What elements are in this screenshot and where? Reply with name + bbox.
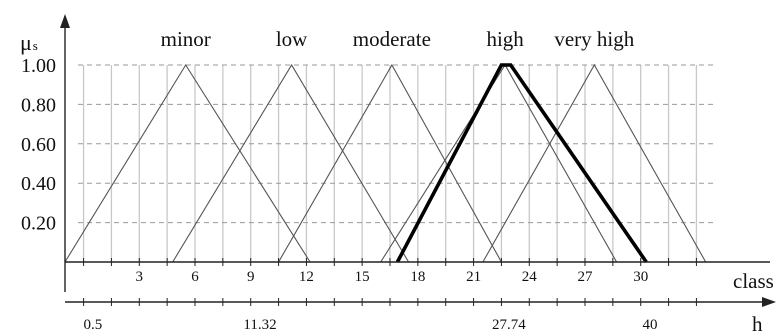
x-tick-label-2: 9 bbox=[247, 269, 255, 285]
series-label-3: high bbox=[486, 27, 524, 51]
secondary-tick-label-0: 0.5 bbox=[83, 317, 102, 333]
x-tick-label-7: 24 bbox=[522, 269, 538, 285]
secondary-axis-arrow bbox=[762, 297, 776, 307]
series-label-0: minor bbox=[161, 27, 211, 51]
x-tick-label-5: 18 bbox=[410, 269, 425, 285]
series-label-1: low bbox=[276, 27, 308, 51]
grid bbox=[78, 64, 715, 262]
x-tick-label-6: 21 bbox=[466, 269, 481, 285]
axes bbox=[60, 14, 776, 307]
membership-series bbox=[64, 63, 707, 264]
secondary-tick-label-1: 11.32 bbox=[243, 317, 276, 333]
x-axis-label: class bbox=[733, 269, 774, 293]
series-line-4 bbox=[482, 63, 707, 263]
y-tick-label-2: 0.60 bbox=[21, 134, 56, 156]
secondary-tick-label-3: 40 bbox=[643, 317, 658, 333]
series-line-2 bbox=[278, 63, 502, 263]
secondary-axis-label: h bbox=[752, 312, 763, 334]
labels: 1.00 0.80 0.60 0.40 0.20 3 6 9 12 15 18 21 24 27 30 0.5… bbox=[21, 27, 658, 333]
series-label-4: very high bbox=[554, 27, 634, 51]
y-tick-label-4: 0.20 bbox=[21, 213, 56, 235]
series-label-2: moderate bbox=[353, 27, 431, 51]
x-tick-label-4: 15 bbox=[355, 269, 370, 285]
x-tick-label-1: 6 bbox=[191, 269, 199, 285]
y-tick-label-1: 0.80 bbox=[21, 94, 56, 116]
x-tick-label-8: 27 bbox=[578, 269, 594, 285]
series-line-1 bbox=[172, 63, 410, 263]
series-line-3 bbox=[380, 63, 618, 263]
secondary-tick-label-2: 27.74 bbox=[492, 317, 526, 333]
x-tick-label-9: 30 bbox=[633, 269, 648, 285]
y-axis-arrow bbox=[60, 14, 70, 28]
y-tick-label-0: 1.00 bbox=[21, 55, 56, 77]
x-tick-label-3: 12 bbox=[299, 269, 314, 285]
y-tick-label-3: 0.40 bbox=[21, 173, 56, 195]
highlight-line bbox=[395, 63, 648, 264]
y-axis-label: μs bbox=[20, 30, 38, 55]
x-tick-label-0: 3 bbox=[136, 269, 144, 285]
series-line-0 bbox=[64, 63, 311, 263]
